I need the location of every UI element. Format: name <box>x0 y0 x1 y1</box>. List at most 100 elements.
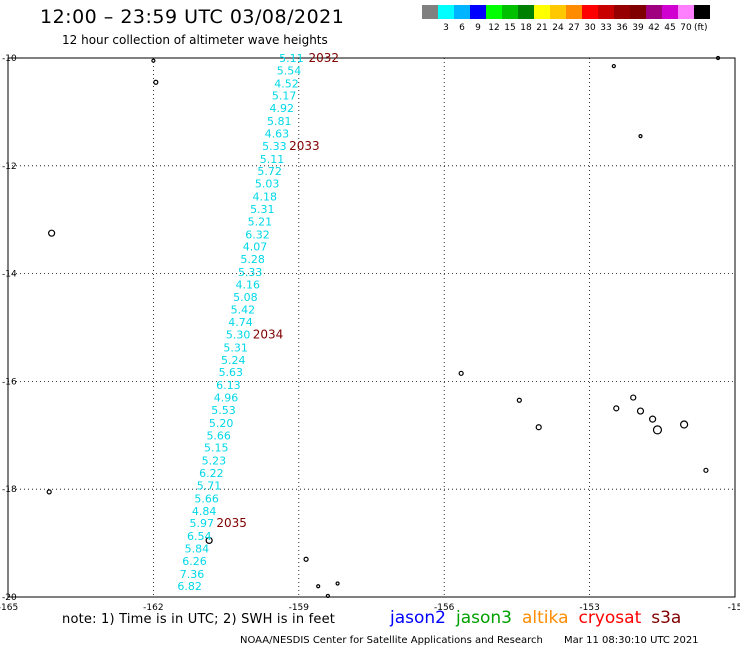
island-icon <box>715 55 721 61</box>
swh-value: 5.11 <box>260 153 285 166</box>
lat-tick-label: -18 <box>2 485 17 495</box>
lon-tick-label: -162 <box>143 603 163 613</box>
time-label: 2034 <box>253 328 284 342</box>
swh-value: 5.53 <box>211 404 236 417</box>
time-label: 2032 <box>308 51 339 65</box>
swh-value: 5.28 <box>240 253 265 266</box>
swh-value: 5.81 <box>267 115 292 128</box>
credit-text: NOAA/NESDIS Center for Satellite Applica… <box>240 635 543 646</box>
swh-value: 4.16 <box>236 278 261 291</box>
island-icon <box>316 584 321 589</box>
island-icon <box>516 397 522 403</box>
island-icon <box>153 79 159 85</box>
island-icon <box>46 489 52 495</box>
swh-value: 6.54 <box>187 530 212 543</box>
swh-value: 5.97 <box>189 517 214 530</box>
swh-value: 4.52 <box>274 77 299 90</box>
legend-unit: (ft) <box>694 23 708 33</box>
swh-value: 5.03 <box>255 178 280 191</box>
satellite-s3a: s3a <box>651 608 682 628</box>
legend-label: 9 <box>475 23 481 33</box>
swh-value: 5.15 <box>204 442 229 455</box>
legend-label: 42 <box>648 23 660 33</box>
legend-swatch <box>422 5 438 19</box>
island-icon <box>151 58 156 63</box>
swh-value: 5.71 <box>197 479 222 492</box>
swh-value: 4.74 <box>228 316 253 329</box>
satellite-jason3: jason3 <box>456 608 512 628</box>
lon-tick-label: -165 <box>0 603 18 613</box>
legend-label: 6 <box>459 23 465 33</box>
swh-value: 5.63 <box>219 366 244 379</box>
island-icon <box>613 405 620 412</box>
legend-swatch <box>486 5 502 19</box>
swh-value: 6.13 <box>216 379 241 392</box>
legend-label: 3 <box>443 23 449 33</box>
credit-line: NOAA/NESDIS Center for Satellite Applica… <box>240 635 699 646</box>
legend-label: 24 <box>552 23 564 33</box>
swh-value: 5.54 <box>277 64 302 77</box>
legend-swatch <box>438 5 454 19</box>
legend-label: 21 <box>536 23 548 33</box>
swh-value: 5.23 <box>202 455 227 468</box>
lat-tick-label: -10 <box>2 54 17 64</box>
legend-label: 45 <box>664 23 676 33</box>
swh-value: 5.84 <box>185 542 210 555</box>
island-icon <box>205 536 213 545</box>
swh-value: 5.30 <box>226 329 251 342</box>
swh-value: 6.26 <box>182 555 207 568</box>
island-icon <box>649 415 657 423</box>
satellite-jason2: jason2 <box>390 608 446 628</box>
legend-swatch <box>630 5 646 19</box>
island-icon <box>611 63 616 69</box>
legend-swatch <box>614 5 630 19</box>
swh-value: 5.42 <box>231 304 256 317</box>
legend-label: 70 <box>680 23 692 33</box>
lat-tick-label: -20 <box>2 593 17 603</box>
swh-value: 5.66 <box>194 492 219 505</box>
swh-value: 6.82 <box>177 580 202 593</box>
swh-value: 5.24 <box>221 354 246 367</box>
swh-value: 5.31 <box>223 341 248 354</box>
island-icon <box>652 425 663 435</box>
lat-tick-label: -14 <box>2 270 17 280</box>
swh-value: 6.22 <box>199 467 224 480</box>
lat-tick-label: -16 <box>2 377 17 387</box>
island-icon <box>636 407 645 415</box>
lon-tick-label: -159 <box>289 603 310 613</box>
lon-tick-label: -15 <box>728 603 740 613</box>
swh-value: 4.07 <box>243 241 268 254</box>
swh-value: 5.11 <box>279 52 304 65</box>
legend-swatch <box>694 5 710 19</box>
legend-label: 15 <box>504 23 516 33</box>
island-icon <box>703 467 709 473</box>
swh-value: 4.63 <box>265 127 290 140</box>
legend-label: 36 <box>616 23 628 33</box>
island-icon <box>535 424 542 431</box>
swh-value: 5.20 <box>209 417 234 430</box>
swh-value: 7.36 <box>180 568 205 581</box>
satellite-legend: jason2 jason3 altika cryosat s3a <box>390 608 691 628</box>
swh-value: 4.84 <box>192 505 217 518</box>
swh-value: 5.17 <box>272 90 297 103</box>
legend-label: 39 <box>632 23 644 33</box>
legend-swatch <box>566 5 582 19</box>
swh-value: 5.66 <box>206 429 231 442</box>
legend-swatch <box>582 5 598 19</box>
island-icon <box>638 134 643 139</box>
legend-swatch <box>454 5 470 19</box>
time-label: 2033 <box>289 139 320 153</box>
legend-swatch <box>646 5 662 19</box>
generation-timestamp: Mar 11 08:30:10 UTC 2021 <box>564 635 699 646</box>
swh-value: 5.08 <box>233 291 258 304</box>
units-note: note: 1) Time is in UTC; 2) SWH is in fe… <box>62 612 336 627</box>
legend-swatch <box>598 5 614 19</box>
satellite-altika: altika <box>522 608 569 628</box>
legend-label: 12 <box>488 23 500 33</box>
swh-value: 5.72 <box>257 165 282 178</box>
legend-swatch <box>518 5 534 19</box>
swh-value: 5.31 <box>250 203 275 216</box>
legend-swatch <box>534 5 550 19</box>
time-label: 2035 <box>216 516 247 530</box>
legend-swatch <box>502 5 518 19</box>
